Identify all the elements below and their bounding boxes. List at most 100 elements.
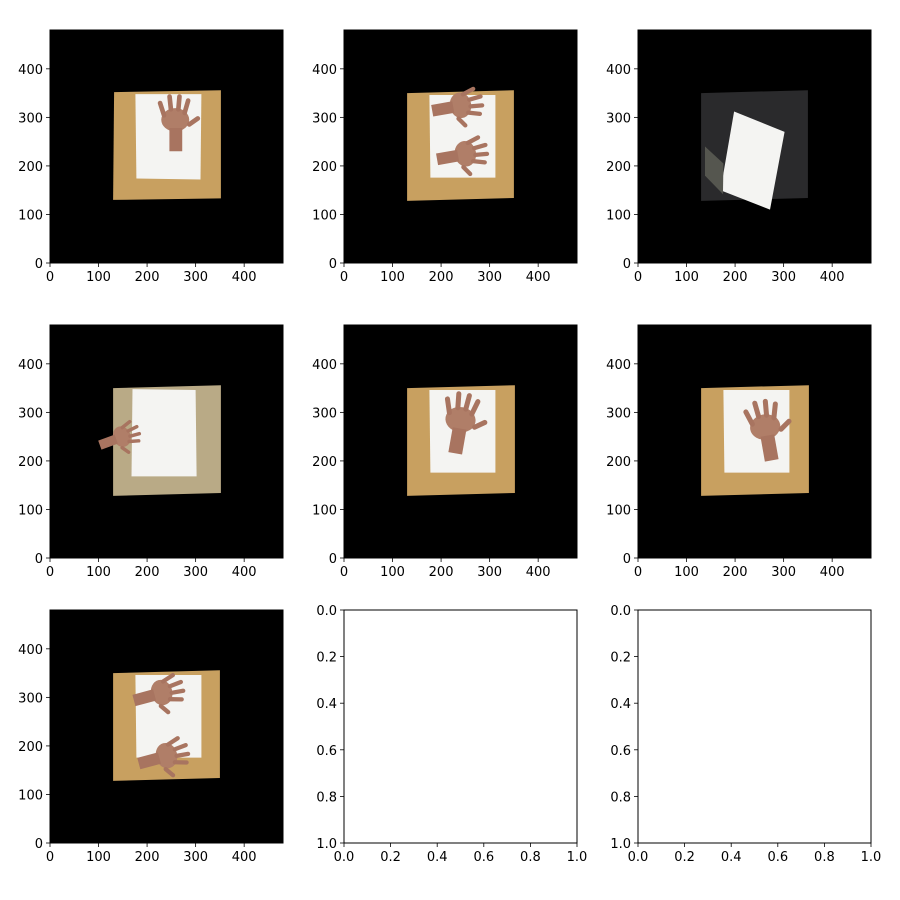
- backpack-strap: [704, 146, 724, 195]
- x-tick-label: 300: [771, 565, 796, 580]
- y-tick-label: 0: [35, 837, 43, 852]
- hand-upper: [436, 135, 490, 177]
- x-tick-label: 200: [135, 565, 160, 580]
- axes-frame: [637, 29, 872, 264]
- hand: [444, 391, 488, 455]
- subplot-6: 0 100 200 300 400 0 100 200 300 400: [606, 324, 872, 580]
- x-tick-label: 200: [429, 270, 454, 285]
- y-tick-label: 0.6: [316, 744, 337, 759]
- axes-frame: [343, 324, 578, 559]
- y-tick-label: 400: [606, 358, 631, 373]
- x-tick-label: 100: [86, 850, 111, 865]
- hand: [157, 94, 201, 152]
- y-tick-label: 300: [606, 111, 631, 126]
- y-tick-label: 0.4: [316, 697, 337, 712]
- y-tick-label: 100: [18, 208, 43, 223]
- x-tick-label: 0.8: [814, 850, 835, 865]
- x-tick-label: 0.6: [767, 850, 788, 865]
- x-tick-label: 100: [380, 565, 405, 580]
- axes-frame: [637, 609, 872, 844]
- x-tick-label: 300: [183, 565, 208, 580]
- x-tick-label: 100: [86, 270, 111, 285]
- x-tick-label: 1.0: [861, 850, 882, 865]
- y-tick-label: 200: [18, 160, 43, 175]
- axes-frame: [49, 324, 284, 559]
- x-tick-label: 100: [674, 565, 699, 580]
- subplot-7: 0 100 200 300 400 0 100 200 300 400: [18, 609, 284, 865]
- x-tick-label: 0.6: [473, 850, 494, 865]
- subplot-1: 0 100 200 300 400 0 100 200 300 400: [18, 29, 284, 285]
- x-tick-label: 0.0: [334, 850, 355, 865]
- x-tick-label: 300: [183, 270, 208, 285]
- y-tick-label: 400: [312, 358, 337, 373]
- y-tick-label: 100: [18, 788, 43, 803]
- x-tick-label: 200: [723, 270, 748, 285]
- subplot-2: 0 100 200 300 400 0 100 200 300 400: [312, 29, 578, 285]
- x-tick-label: 400: [232, 270, 257, 285]
- y-tick-label: 100: [606, 208, 631, 223]
- y-tick-label: 200: [606, 455, 631, 470]
- y-tick-label: 300: [18, 406, 43, 421]
- hand-lower: [132, 672, 186, 715]
- subplot-4: 0 100 200 300 400 0 100 200 300 400: [18, 324, 284, 580]
- x-tick-label: 0: [634, 565, 642, 580]
- y-tick-label: 100: [312, 208, 337, 223]
- x-tick-label: 100: [380, 270, 405, 285]
- y-tick-label: 300: [606, 406, 631, 421]
- y-tick-label: 200: [312, 455, 337, 470]
- y-tick-label: 100: [606, 503, 631, 518]
- y-tick-label: 0: [329, 552, 337, 567]
- x-tick-label: 400: [820, 565, 845, 580]
- y-tick-label: 0.8: [316, 790, 337, 805]
- x-tick-label: 400: [526, 565, 551, 580]
- x-tick-label: 0: [46, 565, 54, 580]
- y-tick-label: 200: [18, 455, 43, 470]
- y-tick-label: 1.0: [610, 837, 631, 852]
- paper-sheet: [720, 111, 785, 210]
- paper-sheet: [131, 389, 197, 477]
- x-tick-label: 0.8: [520, 850, 541, 865]
- y-tick-label: 100: [312, 503, 337, 518]
- axes-background: [344, 610, 577, 843]
- x-tick-label: 300: [477, 270, 502, 285]
- x-tick-label: 200: [723, 565, 748, 580]
- y-tick-label: 0: [35, 552, 43, 567]
- x-tick-label: 100: [674, 270, 699, 285]
- y-tick-label: 1.0: [316, 837, 337, 852]
- x-tick-label: 200: [135, 850, 160, 865]
- y-tick-label: 200: [312, 160, 337, 175]
- y-tick-label: 400: [18, 643, 43, 658]
- y-tick-label: 0.2: [316, 651, 337, 666]
- x-tick-label: 400: [232, 565, 257, 580]
- y-tick-label: 300: [18, 111, 43, 126]
- y-tick-label: 300: [312, 111, 337, 126]
- y-tick-label: 0: [623, 552, 631, 567]
- x-tick-label: 400: [232, 850, 257, 865]
- hand: [98, 419, 142, 454]
- y-tick-label: 0: [329, 257, 337, 272]
- y-tick-label: 0.2: [610, 651, 631, 666]
- hand-lower: [431, 86, 485, 128]
- hand-upper: [137, 736, 191, 778]
- x-tick-label: 0: [340, 565, 348, 580]
- x-tick-label: 0.2: [674, 850, 695, 865]
- y-tick-label: 0: [623, 257, 631, 272]
- x-tick-label: 200: [135, 270, 160, 285]
- y-tick-label: 100: [18, 503, 43, 518]
- y-tick-label: 400: [18, 63, 43, 78]
- y-tick-label: 300: [312, 406, 337, 421]
- y-tick-label: 0.8: [610, 790, 631, 805]
- x-tick-label: 0.0: [628, 850, 649, 865]
- x-tick-label: 200: [429, 565, 454, 580]
- axes-frame: [49, 29, 284, 264]
- x-tick-label: 300: [771, 270, 796, 285]
- y-tick-label: 200: [606, 160, 631, 175]
- x-tick-label: 0: [634, 270, 642, 285]
- subplot-3: 0 100 200 300 400 0 100 200 300 400: [606, 29, 872, 285]
- y-tick-label: 0.4: [610, 697, 631, 712]
- subplot-5: 0 100 200 300 400 0 100 200 300 400: [312, 324, 578, 580]
- x-tick-label: 0.4: [427, 850, 448, 865]
- y-tick-label: 400: [606, 63, 631, 78]
- y-tick-label: 0.0: [316, 604, 337, 619]
